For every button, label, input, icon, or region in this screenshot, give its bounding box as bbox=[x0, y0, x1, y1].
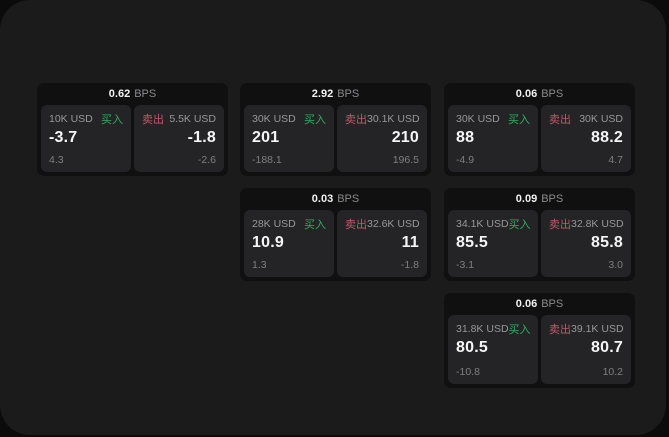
sell-delta: -1.8 bbox=[400, 259, 419, 271]
sell-panel[interactable]: 卖出 30K USD 88.2 4.7 bbox=[541, 105, 631, 172]
buy-price: 88 bbox=[456, 129, 475, 146]
buy-size: 30K USD bbox=[252, 113, 296, 125]
sell-size: 30K USD bbox=[579, 113, 623, 125]
bps-unit-label: BPS bbox=[541, 88, 564, 100]
sell-price: -1.8 bbox=[187, 129, 216, 146]
quote-card-4: 0.09 BPS 34.1K USD 买入 85.5 -3.1 卖出 32.8K… bbox=[444, 188, 635, 281]
bps-header: 0.06 BPS bbox=[448, 83, 631, 105]
buy-label: 买入 bbox=[508, 219, 531, 231]
bps-unit-label: BPS bbox=[541, 193, 564, 205]
bps-unit-label: BPS bbox=[337, 193, 360, 205]
sell-size: 30.1K USD bbox=[367, 113, 420, 125]
sell-price: 11 bbox=[401, 234, 419, 251]
buy-label: 买入 bbox=[101, 114, 123, 126]
buy-panel[interactable]: 34.1K USD 买入 85.5 -3.1 bbox=[448, 210, 538, 277]
bps-unit-label: BPS bbox=[541, 298, 564, 310]
sell-panel[interactable]: 卖出 30.1K USD 210 196.5 bbox=[337, 105, 427, 172]
buy-delta: -4.9 bbox=[456, 154, 475, 166]
sell-panel[interactable]: 卖出 39.1K USD 80.7 10.2 bbox=[541, 315, 631, 384]
bps-unit-label: BPS bbox=[337, 88, 360, 100]
buy-label: 买入 bbox=[304, 114, 326, 126]
bps-unit-label: BPS bbox=[134, 88, 157, 100]
sell-price: 85.8 bbox=[591, 234, 623, 251]
sell-panel[interactable]: 卖出 32.8K USD 85.8 3.0 bbox=[541, 210, 631, 277]
buy-size: 10K USD bbox=[49, 113, 93, 125]
sell-delta: 3.0 bbox=[608, 259, 623, 271]
bps-header: 2.92 BPS bbox=[244, 83, 427, 105]
bps-value: 2.92 bbox=[311, 88, 334, 100]
bps-value: 0.06 bbox=[515, 88, 538, 100]
sell-panel[interactable]: 卖出 32.6K USD 11 -1.8 bbox=[337, 210, 427, 277]
buy-panel[interactable]: 10K USD 买入 -3.7 4.3 bbox=[41, 105, 131, 172]
bps-header: 0.62 BPS bbox=[41, 83, 224, 105]
quote-card-2: 0.06 BPS 30K USD 买入 88 -4.9 卖出 30K USD 8… bbox=[444, 83, 635, 176]
buy-delta: 4.3 bbox=[49, 154, 64, 166]
sell-delta: 10.2 bbox=[602, 366, 623, 378]
buy-delta: -3.1 bbox=[456, 259, 475, 271]
quote-card-3: 0.03 BPS 28K USD 买入 10.9 1.3 卖出 32.6K US… bbox=[240, 188, 431, 281]
buy-label: 买入 bbox=[304, 219, 326, 231]
buy-size: 30K USD bbox=[456, 113, 500, 125]
buy-delta: -188.1 bbox=[252, 154, 282, 166]
bps-value: 0.62 bbox=[108, 88, 131, 100]
bps-header: 0.09 BPS bbox=[448, 188, 631, 210]
quote-card-0: 0.62 BPS 10K USD 买入 -3.7 4.3 卖出 5.5K USD… bbox=[37, 83, 228, 176]
buy-panel[interactable]: 31.8K USD 买入 80.5 -10.8 bbox=[448, 315, 538, 384]
buy-label: 买入 bbox=[508, 324, 531, 336]
sell-price: 80.7 bbox=[591, 339, 623, 356]
buy-delta: 1.3 bbox=[252, 259, 267, 271]
sell-label: 卖出 bbox=[549, 114, 571, 126]
sell-label: 卖出 bbox=[345, 114, 367, 126]
buy-panel[interactable]: 30K USD 买入 201 -188.1 bbox=[244, 105, 334, 172]
bps-value: 0.06 bbox=[515, 298, 538, 310]
buy-price: 80.5 bbox=[456, 339, 488, 356]
buy-price: 10.9 bbox=[252, 234, 284, 251]
sell-size: 39.1K USD bbox=[571, 323, 624, 335]
buy-panel[interactable]: 30K USD 买入 88 -4.9 bbox=[448, 105, 538, 172]
sell-price: 210 bbox=[391, 129, 419, 146]
sell-delta: -2.6 bbox=[197, 154, 216, 166]
bps-header: 0.03 BPS bbox=[244, 188, 427, 210]
quote-card-1: 2.92 BPS 30K USD 买入 201 -188.1 卖出 30.1K … bbox=[240, 83, 431, 176]
bps-value: 0.03 bbox=[311, 193, 334, 205]
bps-value: 0.09 bbox=[515, 193, 538, 205]
sell-size: 32.8K USD bbox=[571, 218, 624, 230]
sell-delta: 196.5 bbox=[392, 154, 419, 166]
buy-price: 201 bbox=[252, 129, 280, 146]
sell-label: 卖出 bbox=[549, 324, 571, 336]
sell-size: 5.5K USD bbox=[169, 113, 216, 125]
sell-size: 32.6K USD bbox=[367, 218, 420, 230]
sell-label: 卖出 bbox=[549, 219, 571, 231]
buy-size: 34.1K USD bbox=[456, 218, 509, 230]
buy-price: 85.5 bbox=[456, 234, 488, 251]
buy-panel[interactable]: 28K USD 买入 10.9 1.3 bbox=[244, 210, 334, 277]
quote-card-5: 0.06 BPS 31.8K USD 买入 80.5 -10.8 卖出 39.1… bbox=[444, 293, 635, 388]
buy-delta: -10.8 bbox=[456, 366, 480, 378]
sell-label: 卖出 bbox=[142, 114, 164, 126]
sell-label: 卖出 bbox=[345, 219, 367, 231]
sell-price: 88.2 bbox=[591, 129, 623, 146]
buy-size: 28K USD bbox=[252, 218, 296, 230]
buy-label: 买入 bbox=[508, 114, 530, 126]
sell-delta: 4.7 bbox=[608, 154, 623, 166]
buy-size: 31.8K USD bbox=[456, 323, 509, 335]
sell-panel[interactable]: 卖出 5.5K USD -1.8 -2.6 bbox=[134, 105, 224, 172]
bps-header: 0.06 BPS bbox=[448, 293, 631, 315]
buy-price: -3.7 bbox=[49, 129, 78, 146]
